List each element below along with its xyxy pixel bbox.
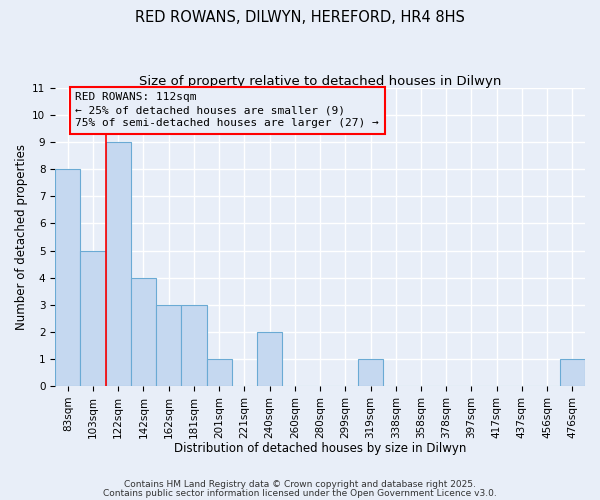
Bar: [560, 359, 585, 386]
Bar: [131, 278, 156, 386]
X-axis label: Distribution of detached houses by size in Dilwyn: Distribution of detached houses by size …: [174, 442, 466, 455]
Bar: [80, 250, 106, 386]
Bar: [106, 142, 131, 386]
Bar: [55, 170, 80, 386]
Text: RED ROWANS, DILWYN, HEREFORD, HR4 8HS: RED ROWANS, DILWYN, HEREFORD, HR4 8HS: [135, 10, 465, 25]
Bar: [181, 304, 206, 386]
Text: RED ROWANS: 112sqm
← 25% of detached houses are smaller (9)
75% of semi-detached: RED ROWANS: 112sqm ← 25% of detached hou…: [76, 92, 379, 128]
Bar: [358, 359, 383, 386]
Text: Contains HM Land Registry data © Crown copyright and database right 2025.: Contains HM Land Registry data © Crown c…: [124, 480, 476, 489]
Bar: [156, 304, 181, 386]
Bar: [206, 359, 232, 386]
Title: Size of property relative to detached houses in Dilwyn: Size of property relative to detached ho…: [139, 75, 501, 88]
Text: Contains public sector information licensed under the Open Government Licence v3: Contains public sector information licen…: [103, 488, 497, 498]
Bar: [257, 332, 282, 386]
Y-axis label: Number of detached properties: Number of detached properties: [15, 144, 28, 330]
